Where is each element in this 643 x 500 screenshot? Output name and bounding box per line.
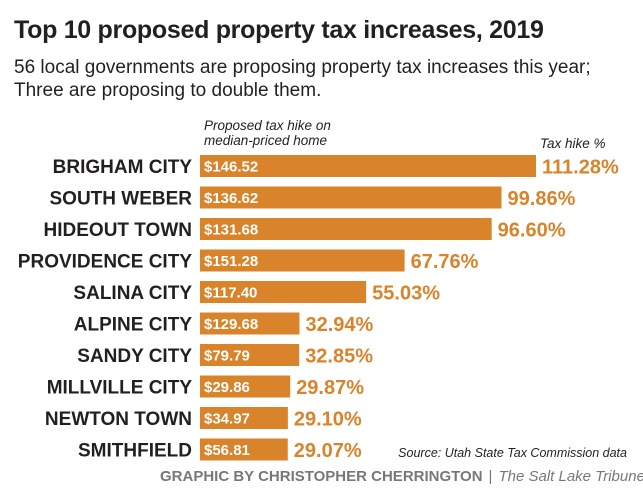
percent-label: 111.28% [542, 157, 619, 179]
chart-title: Top 10 proposed property tax increases, … [14, 16, 544, 44]
bar-value-label: $136.62 [204, 190, 258, 207]
percent-label: 55.03% [372, 283, 440, 305]
percent-label: 29.87% [296, 377, 364, 399]
bar [200, 249, 405, 272]
percent-label: 29.10% [294, 409, 362, 431]
percent-label: 96.60% [498, 220, 566, 242]
category-label: BRIGHAM CITY [53, 157, 193, 178]
bar-value-label: $129.68 [204, 316, 258, 333]
bar-value-label: $117.40 [204, 285, 257, 302]
percent-label: 32.94% [305, 314, 373, 336]
category-label: MILLVILLE CITY [47, 378, 193, 399]
percent-label: 32.85% [305, 346, 373, 368]
category-label: SANDY CITY [77, 346, 192, 367]
bar-value-label: $146.52 [204, 159, 258, 176]
bar-value-label: $34.97 [204, 411, 250, 428]
bar-column-header: Proposed tax hike on median-priced home [204, 118, 331, 148]
bar-value-label: $79.79 [204, 348, 250, 365]
value-column-header: Tax hike % [540, 136, 606, 151]
bar [200, 281, 367, 303]
percent-label: 67.76% [411, 251, 479, 273]
bar-value-label: $56.81 [204, 442, 250, 459]
publication-name: The Salt Lake Tribune [498, 468, 643, 485]
bar [200, 344, 300, 366]
bar-value-label: $29.86 [204, 379, 250, 396]
bar-value-label: $131.68 [204, 222, 258, 239]
bar-value-label: $151.28 [204, 253, 258, 270]
byline: GRAPHIC BY CHRISTOPHER CHERRINGTON [160, 468, 483, 485]
source-note: Source: Utah State Tax Commission data [398, 446, 627, 460]
bar [200, 438, 288, 461]
category-label: SOUTH WEBER [50, 189, 193, 210]
bar [200, 155, 536, 177]
credit-separator: | [488, 468, 493, 485]
bar [200, 407, 288, 429]
bar [200, 312, 300, 335]
category-label: NEWTON TOWN [45, 409, 192, 430]
percent-label: 29.07% [294, 440, 362, 462]
credit-line: GRAPHIC BY CHRISTOPHER CHERRINGTON | The S… [160, 468, 643, 485]
category-label: SALINA CITY [73, 283, 192, 304]
bar [200, 375, 291, 398]
percent-label: 99.86% [508, 188, 576, 210]
category-label: PROVIDENCE CITY [18, 252, 193, 273]
category-label: ALPINE CITY [74, 315, 193, 336]
bar [200, 186, 502, 209]
chart-subtitle: 56 local governments are proposing prope… [14, 57, 591, 101]
bar [200, 218, 492, 240]
category-label: SMITHFIELD [78, 441, 192, 462]
category-label: HIDEOUT TOWN [44, 220, 192, 241]
